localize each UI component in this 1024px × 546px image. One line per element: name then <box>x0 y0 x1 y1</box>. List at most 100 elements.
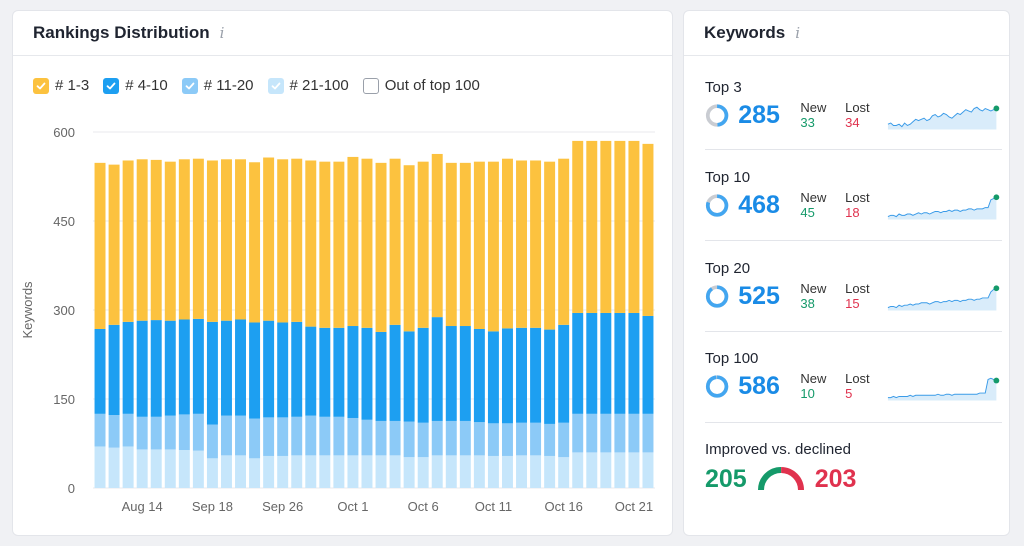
bar-segment[interactable] <box>572 140 584 313</box>
bar-segment[interactable] <box>530 455 542 488</box>
bar-segment[interactable] <box>108 164 120 325</box>
bar-segment[interactable] <box>291 416 303 456</box>
bar-segment[interactable] <box>319 455 331 488</box>
bar-segment[interactable] <box>361 419 373 456</box>
bar-segment[interactable] <box>403 165 415 332</box>
bar-segment[interactable] <box>614 140 626 313</box>
bar-segment[interactable] <box>530 327 542 423</box>
bar-segment[interactable] <box>136 320 148 417</box>
bar-segment[interactable] <box>206 160 218 322</box>
bar-segment[interactable] <box>150 159 162 321</box>
bar-segment[interactable] <box>389 158 401 325</box>
bar-segment[interactable] <box>487 455 499 488</box>
bar-segment[interactable] <box>178 319 190 415</box>
bar-segment[interactable] <box>389 455 401 488</box>
bar-segment[interactable] <box>586 312 598 414</box>
bar-segment[interactable] <box>642 143 654 316</box>
bar-segment[interactable] <box>501 158 513 329</box>
bar-segment[interactable] <box>361 327 373 420</box>
bar-segment[interactable] <box>347 156 359 327</box>
bar-segment[interactable] <box>558 324 570 423</box>
bar-segment[interactable] <box>530 422 542 456</box>
bar-segment[interactable] <box>249 458 261 488</box>
bar-segment[interactable] <box>263 320 275 418</box>
bar-segment[interactable] <box>530 160 542 328</box>
bar-segment[interactable] <box>192 413 204 451</box>
bar-segment[interactable] <box>445 326 457 421</box>
bar-segment[interactable] <box>122 160 134 322</box>
bar-segment[interactable] <box>600 413 612 453</box>
bar-segment[interactable] <box>445 162 457 327</box>
bar-segment[interactable] <box>516 422 528 456</box>
improved-declined-row[interactable]: 205 203 <box>705 464 856 494</box>
bar-segment[interactable] <box>178 414 190 451</box>
bar-segment[interactable] <box>249 162 261 323</box>
bar-segment[interactable] <box>347 455 359 488</box>
bar-segment[interactable] <box>263 455 275 488</box>
bar-segment[interactable] <box>235 159 247 320</box>
bar-segment[interactable] <box>319 161 331 328</box>
bar-segment[interactable] <box>347 417 359 456</box>
bar-segment[interactable] <box>192 318 204 414</box>
bar-segment[interactable] <box>473 455 485 488</box>
bar-segment[interactable] <box>572 452 584 488</box>
bar-segment[interactable] <box>192 158 204 319</box>
bar-segment[interactable] <box>558 158 570 325</box>
bar-segment[interactable] <box>600 312 612 414</box>
bar-segment[interactable] <box>642 452 654 488</box>
bar-segment[interactable] <box>431 153 443 318</box>
bar-segment[interactable] <box>94 162 106 329</box>
bar-segment[interactable] <box>249 418 261 459</box>
bar-segment[interactable] <box>206 424 218 459</box>
bar-segment[interactable] <box>558 422 570 458</box>
bar-segment[interactable] <box>150 449 162 488</box>
bar-segment[interactable] <box>628 140 640 313</box>
bar-segment[interactable] <box>375 331 387 421</box>
keyword-block-top-10[interactable]: Top 10 468 New 45 Lost 18 <box>705 169 1002 220</box>
bar-segment[interactable] <box>108 415 120 448</box>
bar-segment[interactable] <box>108 447 120 488</box>
bar-segment[interactable] <box>431 317 443 421</box>
bar-segment[interactable] <box>403 331 415 422</box>
bar-segment[interactable] <box>417 327 429 423</box>
bar-segment[interactable] <box>192 450 204 488</box>
bar-segment[interactable] <box>136 449 148 488</box>
bar-segment[interactable] <box>178 159 190 320</box>
bar-segment[interactable] <box>586 413 598 453</box>
bar-segment[interactable] <box>249 322 261 419</box>
bar-segment[interactable] <box>305 455 317 488</box>
bar-segment[interactable] <box>94 328 106 414</box>
bar-segment[interactable] <box>122 413 134 447</box>
bar-segment[interactable] <box>263 417 275 456</box>
bar-segment[interactable] <box>614 452 626 488</box>
checkbox-icon[interactable] <box>362 77 379 94</box>
bar-segment[interactable] <box>403 457 415 488</box>
bar-segment[interactable] <box>459 326 471 421</box>
bar-segment[interactable] <box>361 158 373 328</box>
bar-segment[interactable] <box>108 324 120 416</box>
bar-segment[interactable] <box>642 315 654 414</box>
bar-segment[interactable] <box>164 415 176 450</box>
bar-segment[interactable] <box>277 159 289 323</box>
bar-segment[interactable] <box>235 455 247 488</box>
bar-segment[interactable] <box>600 452 612 488</box>
bar-segment[interactable] <box>487 423 499 456</box>
bar-segment[interactable] <box>305 160 317 327</box>
bar-segment[interactable] <box>235 319 247 416</box>
bar-segment[interactable] <box>220 455 232 488</box>
bar-segment[interactable] <box>544 161 556 330</box>
bar-segment[interactable] <box>431 420 443 456</box>
bar-segment[interactable] <box>220 320 232 416</box>
legend-item-4-10[interactable]: # 4-10 <box>103 77 168 94</box>
bar-segment[interactable] <box>164 320 176 416</box>
keyword-block-top-20[interactable]: Top 20 525 New 38 Lost 15 <box>705 260 1002 311</box>
bar-segment[interactable] <box>417 457 429 488</box>
bar-segment[interactable] <box>586 140 598 313</box>
bar-segment[interactable] <box>487 161 499 332</box>
legend-item-out-of-top-100[interactable]: Out of top 100 <box>362 77 480 94</box>
bar-segment[interactable] <box>544 329 556 424</box>
bar-segment[interactable] <box>206 321 218 425</box>
bar-segment[interactable] <box>445 455 457 488</box>
bar-segment[interactable] <box>361 455 373 488</box>
bar-segment[interactable] <box>375 162 387 332</box>
